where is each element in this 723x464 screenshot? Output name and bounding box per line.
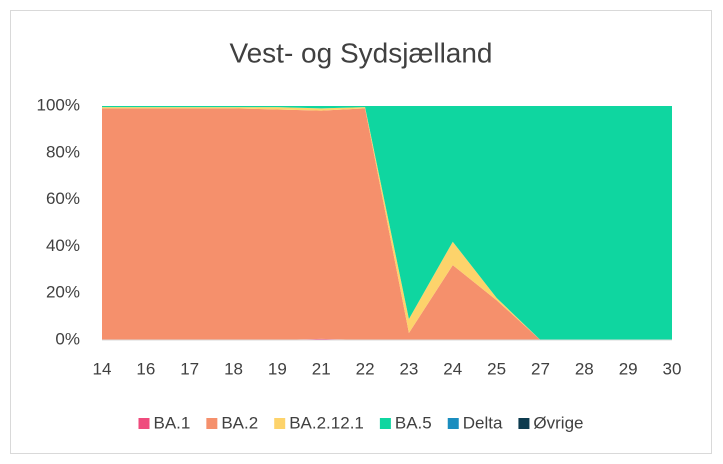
- legend-swatch: [379, 418, 391, 429]
- x-tick-label: 18: [224, 359, 243, 378]
- legend-label: Øvrige: [533, 413, 583, 432]
- legend-label: Delta: [463, 413, 503, 432]
- x-tick-label: 27: [531, 359, 550, 378]
- x-tick-label: 17: [180, 359, 199, 378]
- legend-swatch: [206, 418, 218, 429]
- x-tick-label: 28: [575, 359, 594, 378]
- y-tick-label: 40%: [46, 236, 80, 255]
- x-tick-label: 23: [399, 359, 418, 378]
- x-tick-label: 21: [312, 359, 331, 378]
- x-tick-label: 25: [487, 359, 506, 378]
- x-tick-label: 29: [619, 359, 638, 378]
- x-tick-label: 19: [268, 359, 287, 378]
- y-tick-label: 60%: [46, 189, 80, 208]
- legend-swatch: [518, 418, 530, 429]
- x-tick-label: 16: [136, 359, 155, 378]
- x-tick-label: 22: [356, 359, 375, 378]
- legend-swatch: [447, 418, 459, 429]
- legend-label: BA.2.12.1: [289, 413, 364, 432]
- legend-swatch: [138, 418, 150, 429]
- area: [102, 108, 672, 340]
- chart-title: Vest- og Sydsjælland: [229, 37, 492, 68]
- area: [102, 106, 672, 340]
- x-tick-label: 30: [663, 359, 682, 378]
- y-tick-label: 100%: [37, 95, 80, 114]
- legend-label: BA.1: [153, 413, 190, 432]
- x-tick-label: 24: [443, 359, 462, 378]
- legend-label: BA.5: [395, 413, 432, 432]
- y-tick-label: 0%: [55, 329, 80, 348]
- x-tick-label: 14: [93, 359, 112, 378]
- legend-swatch: [274, 418, 286, 429]
- legend-label: BA.2: [221, 413, 258, 432]
- y-tick-label: 80%: [46, 142, 80, 161]
- y-tick-label: 20%: [46, 283, 80, 302]
